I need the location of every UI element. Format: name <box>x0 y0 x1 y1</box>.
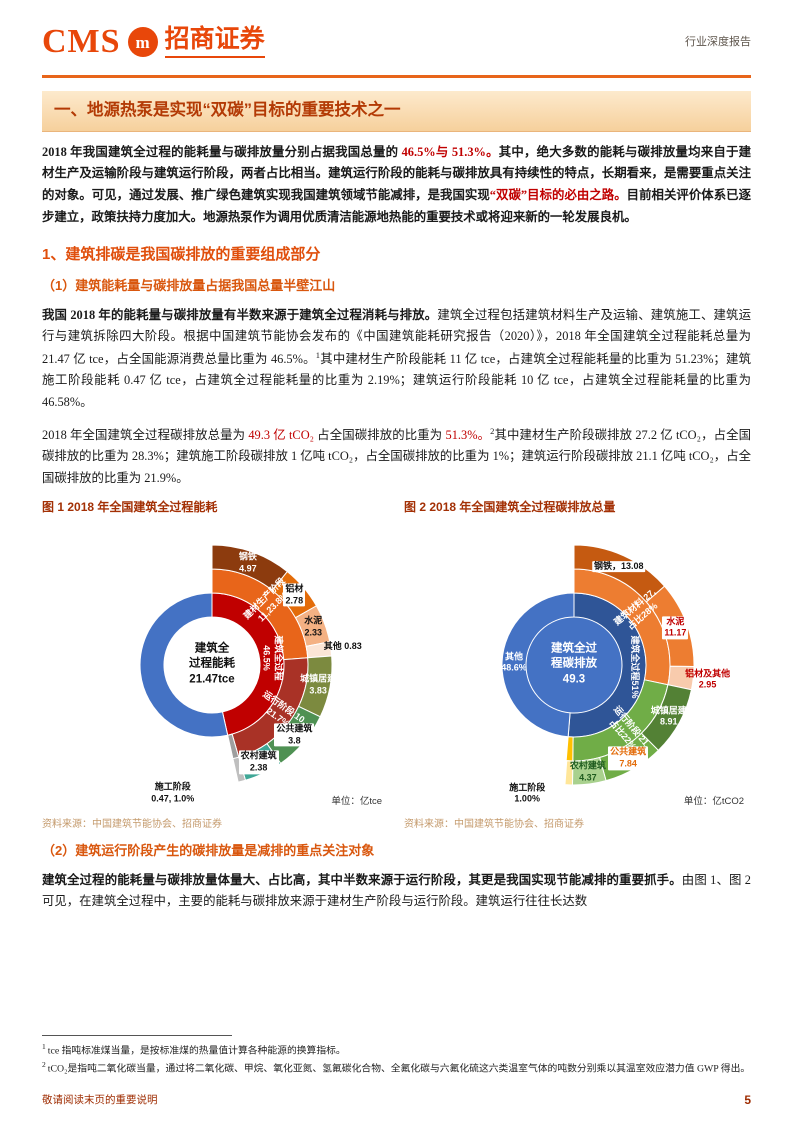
chart-segment <box>501 592 575 738</box>
page-footer: 敬请阅读末页的重要说明 5 <box>42 1092 751 1107</box>
page-number: 5 <box>744 1092 751 1107</box>
footnote-separator <box>42 1035 232 1037</box>
chart-segment <box>564 760 574 786</box>
text-run: 我国 2018 年的能耗量与碳排放量有半数来源于建筑全过程消耗与排放。 <box>42 307 438 322</box>
figure-1-unit-label: 单位：亿tce <box>331 796 382 808</box>
report-type-label: 行业深度报告 <box>685 35 751 48</box>
energy-sunburst-chart: 单位：亿tce 建筑全过程 46.5% 建材生产阶段 11,23.8% 运行阶段 1… <box>42 519 382 811</box>
text-run: 建筑全过程包括建筑材料生产及运输、建筑施工、建筑运行与建筑拆除四大阶段。根据中国… <box>42 307 752 366</box>
text-run: 2018 年全国建筑全过程碳排放总量为 <box>42 427 249 442</box>
figure-2-title: 图 2 2018 年全国建筑全过程碳排放总量 <box>404 500 616 515</box>
figure-2-unit-label: 单位：亿tCO2 <box>683 796 744 808</box>
chart-segment <box>571 756 607 786</box>
figure-1: 图 1 2018 年全国建筑全过程能耗 单位：亿tce 建筑全过程 46.5% 建… <box>42 500 389 830</box>
text-run: 其中，绝大多数的能耗与碳排放量均来自于建材生产及运输阶段与建筑运行阶段，两者占比… <box>42 144 751 202</box>
subsection-1-heading: （1）建筑能耗量与碳排放量占据我国总量半壁江山 <box>42 277 336 293</box>
text-run: 建筑全过程的能耗量与碳排放量体量大、占比高，其中半数来源于运行阶段，其更是我国实… <box>42 872 682 887</box>
figures-row: 图 1 2018 年全国建筑全过程能耗 单位：亿tce 建筑全过程 46.5% 建… <box>42 500 751 830</box>
chart-center-disc <box>526 616 622 713</box>
text-run: 占全国碳排放的比重为 <box>313 427 446 442</box>
logo-cms-text: CMS <box>42 23 121 60</box>
footnote-2-text: tCO₂是指吨二氧化碳当量，通过将二氧化碳、甲烷、氧化亚氮、氢氟碳化合物、全氟化… <box>47 1062 751 1074</box>
footnote-2: 2 tCO₂是指吨二氧化碳当量，通过将二氧化碳、甲烷、氧化亚氮、氢氟碳化合物、全氟… <box>42 1059 751 1076</box>
figure-1-title: 图 1 2018 年全国建筑全过程能耗 <box>42 500 218 515</box>
intro-paragraph: 2018 年我国建筑全过程的能耗量与碳排放量分别占据我国总量的 46.5%与 5… <box>42 142 751 228</box>
footnote-1-mark: 1 <box>42 1042 46 1052</box>
text-run: 51.3%。 <box>445 427 491 442</box>
body-paragraph-energy: 我国 2018 年的能耗量与碳排放量有半数来源于建筑全过程消耗与排放。建筑全过程… <box>42 305 751 414</box>
text-run: 46.5%与 51.3%。 <box>401 144 499 159</box>
logo-brand-text: 招商证券 <box>164 26 265 58</box>
footnote-1-text: tce 指吨标准煤当量，是按标准煤的热量值计算各种能源的换算指标。 <box>47 1045 346 1057</box>
footnote-1: 1 tce 指吨标准煤当量，是按标准煤的热量值计算各种能源的换算指标。 <box>42 1041 751 1058</box>
page-header: CMS m 招商证券 行业深度报告 <box>42 16 751 68</box>
chart-segment <box>565 736 574 762</box>
sunburst-svg <box>501 544 695 786</box>
text-run: 其中建材生产阶段碳排放 27.2 亿 tCO₂，占全国碳排放的比重为 28.3%… <box>42 427 751 485</box>
subsection-2-heading: （2）建筑运行阶段产生的碳排放量是减排的重点关注对象 <box>42 842 375 858</box>
section-heading: 1、建筑排碳是我国碳排放的重要组成部分 <box>42 246 321 264</box>
figure-2: 图 2 2018 年全国建筑全过程碳排放总量 单位：亿tCO2 建筑全过程51%… <box>404 500 751 830</box>
text-run: 49.3 亿 tCO₂ <box>248 427 314 442</box>
sunburst-svg <box>139 544 333 783</box>
body-paragraph-carbon: 2018 年全国建筑全过程碳排放总量为 49.3 亿 tCO₂ 占全国碳排放的比… <box>42 424 751 490</box>
figure-2-source: 资料来源：中国建筑节能协会、招商证券 <box>404 818 584 830</box>
chart-segment <box>139 592 229 738</box>
footer-disclaimer: 敬请阅读末页的重要说明 <box>42 1095 158 1106</box>
text-run: 2 <box>490 425 495 436</box>
text-run: 目前相关评价体系已逐步建立，政策扶持力度加大。地源热泵作为调用优质清洁能源地热能… <box>42 187 752 224</box>
text-run: “双碳”目标的必由之路。 <box>489 187 627 202</box>
cms-emblem-icon: m <box>127 27 158 57</box>
text-run: 1 <box>315 349 321 360</box>
carbon-sunburst-chart: 单位：亿tCO2 建筑全过程51% 其他 48.6% 建筑材料 27, 占比28% 运… <box>404 519 744 811</box>
cms-logo: CMS m 招商证券 <box>42 25 265 59</box>
chart-center-disc <box>164 616 260 713</box>
footnotes: 1 tce 指吨标准煤当量，是按标准煤的热量值计算各种能源的换算指标。 2 tCO₂… <box>42 1035 751 1076</box>
body-paragraph-operation: 建筑全过程的能耗量与碳排放量体量大、占比高，其中半数来源于运行阶段，其更是我国实… <box>42 870 751 913</box>
text-run: 其中建材生产阶段能耗 11 亿 tce，占建筑全过程能耗量的比重为 51.23%… <box>42 351 751 409</box>
figure-1-source: 资料来源：中国建筑节能协会、招商证券 <box>42 818 222 830</box>
text-run: 2018 年我国建筑全过程的能耗量与碳排放量分别占据我国总量的 <box>42 144 402 159</box>
main-title-banner: 一、地源热泵是实现“双碳”目标的重要技术之一 <box>42 91 751 132</box>
header-rule <box>42 75 751 78</box>
footnote-2-mark: 2 <box>42 1059 46 1069</box>
text-run: 由图 1、图 2 可见，在建筑全过程中，主要的能耗与碳排放来源于建材生产阶段与运… <box>42 872 752 909</box>
